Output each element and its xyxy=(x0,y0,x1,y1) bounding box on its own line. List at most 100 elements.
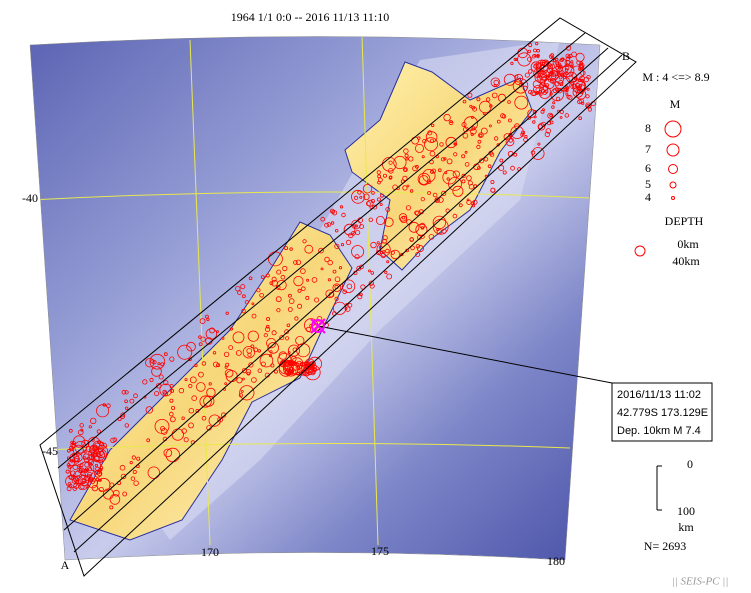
event-time: 2016/11/13 11:02 xyxy=(617,389,701,401)
earthquake xyxy=(225,311,229,315)
magnitude-range: M : 4 <=> 8.9 xyxy=(642,70,709,84)
earthquake xyxy=(88,451,93,456)
earthquake xyxy=(466,198,470,202)
earthquake xyxy=(316,316,323,322)
earthquake xyxy=(566,94,571,99)
earthquake xyxy=(69,464,82,478)
earthquake xyxy=(142,379,148,385)
earthquake xyxy=(545,128,551,134)
earthquake xyxy=(318,247,324,254)
earthquake xyxy=(437,168,442,173)
earthquake xyxy=(467,92,473,98)
earthquake xyxy=(345,239,352,245)
magnitude-title: M xyxy=(670,97,681,111)
earthquake xyxy=(544,131,550,137)
earthquake xyxy=(276,279,287,291)
earthquake xyxy=(334,296,339,301)
earthquake xyxy=(247,330,259,342)
earthquake xyxy=(471,204,475,208)
earthquake xyxy=(197,371,204,378)
earthquake xyxy=(67,448,71,453)
earthquake xyxy=(99,467,103,471)
earthquake xyxy=(505,137,515,147)
earthquake xyxy=(163,380,169,386)
earthquake xyxy=(578,88,584,94)
earthquake xyxy=(343,223,356,236)
earthquake xyxy=(356,265,362,271)
earthquake xyxy=(284,329,290,335)
earthquake xyxy=(89,446,95,452)
earthquake xyxy=(491,92,498,99)
earthquake xyxy=(441,190,447,196)
earthquake xyxy=(194,363,198,368)
earthquake xyxy=(514,74,519,79)
earthquake xyxy=(248,276,253,281)
earthquake xyxy=(479,133,483,138)
earthquake xyxy=(332,283,342,293)
earthquake xyxy=(287,293,292,298)
earthquake xyxy=(533,54,537,58)
earthquake xyxy=(359,292,363,297)
scale-bottom: 100 xyxy=(677,504,695,518)
earthquake xyxy=(124,406,129,410)
earthquake xyxy=(383,217,394,228)
earthquake xyxy=(136,456,141,461)
earthquake xyxy=(124,399,128,404)
earthquake xyxy=(129,398,135,404)
earthquake xyxy=(304,244,314,254)
earthquake xyxy=(330,221,335,225)
earthquake xyxy=(266,337,277,349)
earthquake xyxy=(359,195,363,199)
earthquake xyxy=(68,428,73,433)
map-area xyxy=(30,36,600,560)
earthquake xyxy=(342,289,348,295)
earthquake xyxy=(314,297,320,303)
earthquake xyxy=(432,192,438,198)
lat-label: -40 xyxy=(22,191,38,205)
earthquake xyxy=(332,269,337,274)
earthquake xyxy=(387,168,394,174)
earthquake xyxy=(416,245,424,253)
earthquake xyxy=(537,142,541,146)
earthquake xyxy=(68,445,74,451)
magnitude-label: 6 xyxy=(645,161,651,175)
earthquake xyxy=(300,286,306,292)
earthquake xyxy=(129,460,133,465)
earthquake xyxy=(472,199,478,205)
earthquake xyxy=(196,382,206,392)
earthquake xyxy=(555,87,560,92)
depth-symbol xyxy=(634,245,646,257)
earthquake xyxy=(236,377,243,384)
profile-start: A xyxy=(61,558,70,572)
earthquake xyxy=(263,333,268,338)
earthquake xyxy=(163,352,168,357)
earthquake xyxy=(86,473,92,479)
earthquake xyxy=(324,222,330,228)
earthquake xyxy=(159,383,173,397)
earthquake xyxy=(548,54,554,59)
earthquake xyxy=(461,179,466,184)
earthquake xyxy=(472,106,478,112)
earthquake xyxy=(483,157,489,162)
earthquake xyxy=(400,252,404,257)
earthquake xyxy=(531,54,537,59)
earthquake xyxy=(276,269,282,275)
earthquake xyxy=(384,270,388,274)
earthquake xyxy=(265,273,270,278)
earthquake xyxy=(98,440,102,444)
earthquake xyxy=(510,61,514,66)
footer: || SEIS-PC || xyxy=(672,576,729,588)
earthquake xyxy=(232,331,245,344)
earthquake xyxy=(523,137,528,142)
earthquake xyxy=(464,150,468,154)
earthquake xyxy=(256,288,261,293)
earthquake xyxy=(271,330,277,336)
earthquake xyxy=(551,105,555,109)
earthquake xyxy=(305,326,312,332)
earthquake xyxy=(257,349,261,353)
earthquake xyxy=(402,175,408,181)
earthquake xyxy=(269,350,273,354)
title: 1964 1/1 0:0 -- 2016 11/13 11:10 xyxy=(231,10,389,24)
earthquake xyxy=(208,382,212,386)
earthquake xyxy=(345,306,351,312)
